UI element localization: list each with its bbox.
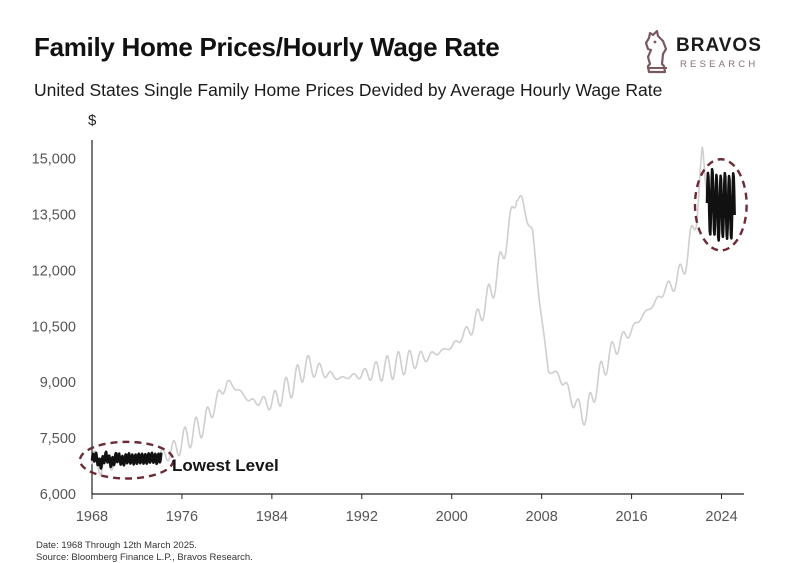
y-tick-label: 10,500: [32, 319, 76, 335]
x-tick-label: 1992: [346, 509, 378, 525]
footer-date: Date: 1968 Through 12th March 2025.: [36, 540, 197, 551]
y-tick-label: 7,500: [40, 431, 76, 447]
series-line: [91, 146, 736, 476]
y-tick-label: 13,500: [32, 208, 76, 224]
y-tick-label: 12,000: [32, 263, 76, 279]
highlight-series-line: [90, 450, 163, 470]
chart-subtitle: United States Single Family Home Prices …: [34, 80, 663, 100]
logo-subtitle: RESEARCH: [680, 59, 759, 70]
knight-chess-icon: [644, 29, 668, 74]
x-tick-label: 2016: [615, 509, 647, 525]
x-tick-label: 2000: [436, 509, 468, 525]
y-tick-label: 6,000: [40, 487, 76, 503]
y-tick-label: 9,000: [40, 375, 76, 391]
chart-title: Family Home Prices/Hourly Wage Rate: [34, 32, 500, 62]
x-tick-label: 2024: [705, 509, 737, 525]
x-tick-label: 1968: [76, 509, 108, 525]
footer-source: Source: Bloomberg Finance L.P., Bravos R…: [36, 552, 253, 563]
lowest-level-circle: [78, 440, 175, 480]
highlight-series-line: [705, 167, 736, 242]
x-tick-label: 1976: [166, 509, 198, 525]
logo-name: BRAVOS: [676, 35, 762, 56]
lowest-level-annotation: Lowest Level: [172, 456, 279, 475]
x-tick-label: 1984: [256, 509, 288, 525]
current-level-circle: [693, 158, 748, 252]
x-tick-label: 2008: [526, 509, 558, 525]
bravos-logo: BRAVOS RESEARCH: [640, 28, 770, 78]
y-axis-unit-label: $: [88, 112, 97, 129]
y-tick-label: 15,000: [32, 152, 76, 168]
